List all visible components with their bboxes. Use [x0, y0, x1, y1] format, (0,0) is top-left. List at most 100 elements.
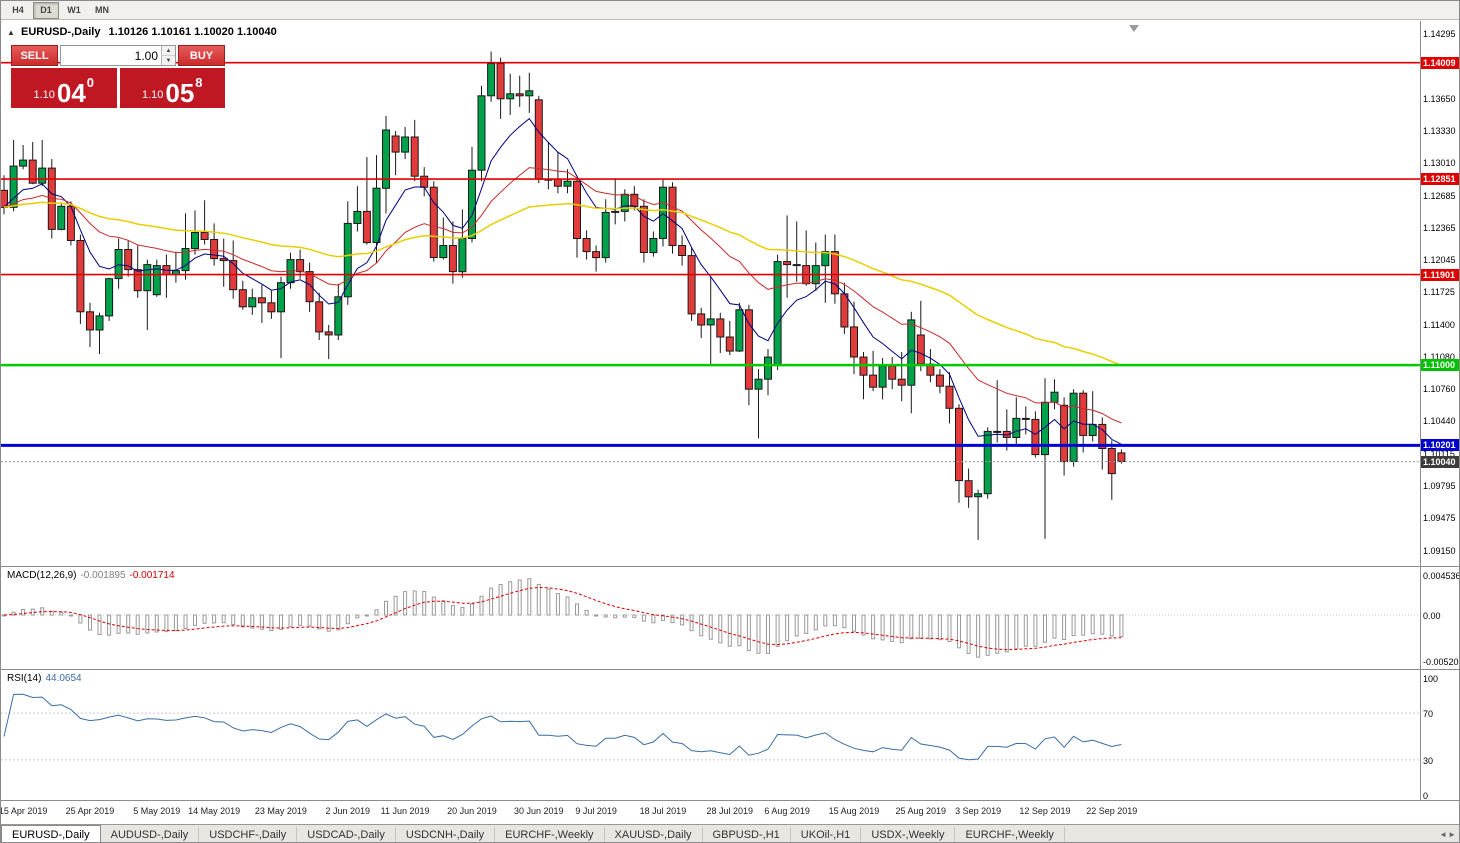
macd-indicator-chart[interactable]: [1, 567, 1420, 669]
chart-window: ▲ EURUSD-,Daily 1.10126 1.10161 1.10020 …: [0, 21, 1460, 824]
macd-pane[interactable]: MACD(12,26,9) -0.001895 -0.001714: [1, 567, 1420, 669]
chart-tab[interactable]: EURCHF-,Weekly: [495, 827, 605, 842]
buy-price-pipette: 8: [195, 75, 203, 90]
chart-tab[interactable]: GBPUSD-,H1: [703, 827, 791, 842]
rsi-axis-tick: 70: [1423, 709, 1434, 720]
chart-tab[interactable]: XAUUSD-,Daily: [605, 827, 703, 842]
sell-price-display[interactable]: 1.10 04 0: [11, 68, 117, 108]
rsi-pane[interactable]: RSI(14) 44.0654: [1, 670, 1420, 800]
time-axis-label: 30 Jun 2019: [514, 806, 564, 816]
chart-ohlc-values: 1.10126 1.10161 1.10020 1.10040: [108, 26, 277, 38]
price-axis[interactable]: 1.142951.139801.136501.133301.130101.126…: [1420, 21, 1460, 801]
macd-label-row: MACD(12,26,9) -0.001895 -0.001714: [7, 570, 175, 581]
time-axis-label: 9 Jul 2019: [575, 806, 617, 816]
chart-shift-marker-icon[interactable]: [1129, 25, 1139, 32]
volume-increase-icon[interactable]: ▲: [162, 46, 175, 56]
one-click-toggle-icon[interactable]: ▲: [7, 28, 15, 37]
time-axis-label: 6 Aug 2019: [764, 806, 810, 816]
time-axis-label: 15 Apr 2019: [0, 806, 48, 816]
rsi-axis-tick: 0: [1423, 791, 1429, 801]
timeframe-button-h4[interactable]: H4: [12, 5, 24, 15]
buy-price-display[interactable]: 1.10 05 8: [119, 68, 225, 108]
price-axis-tick: 1.11725: [1423, 287, 1455, 298]
timeframe-button-d1[interactable]: D1: [33, 1, 59, 19]
price-axis-tick: 1.12685: [1423, 190, 1456, 201]
volume-input-wrap: ▲ ▼: [60, 45, 176, 66]
chart-title: ▲ EURUSD-,Daily 1.10126 1.10161 1.10020 …: [7, 26, 277, 38]
macd-main-value: -0.001895: [80, 570, 126, 581]
price-axis-tick: 1.09475: [1423, 513, 1456, 524]
time-axis-label: 5 May 2019: [133, 806, 181, 816]
sell-button[interactable]: SELL: [11, 45, 58, 66]
chart-tab[interactable]: USDCHF-,Daily: [199, 827, 298, 842]
price-axis-tick: 1.13010: [1423, 158, 1456, 169]
trade-panel-top-row: SELL ▲ ▼ BUY: [11, 45, 225, 66]
timeframe-button-w1[interactable]: W1: [67, 5, 81, 15]
time-axis-label: 28 Jul 2019: [706, 806, 754, 816]
tabs-scroll-left-icon[interactable]: ◄: [1439, 830, 1449, 839]
chart-tab[interactable]: USDCAD-,Daily: [297, 827, 396, 842]
price-axis-tick: 1.11080: [1423, 352, 1455, 363]
moving-average-line: [3, 201, 1122, 366]
time-axis-label: 25 Aug 2019: [895, 806, 947, 816]
chart-tab[interactable]: AUDUSD-,Daily: [101, 827, 200, 842]
price-axis-tick: 1.12365: [1423, 222, 1456, 233]
price-level-tag: 1.12851: [1421, 173, 1459, 186]
sell-price-prefix: 1.10: [33, 89, 55, 101]
pane-splitter[interactable]: [1, 800, 1459, 801]
trade-panel-price-row: 1.10 04 0 1.10 05 8: [11, 68, 225, 108]
price-axis-tick: 1.13330: [1423, 125, 1456, 136]
sell-price-big-digits: 04: [56, 77, 86, 108]
chart-symbol-label: EURUSD-,Daily: [20, 26, 101, 38]
rsi-label: RSI(14): [7, 673, 42, 684]
volume-input[interactable]: [61, 46, 161, 65]
volume-decrease-icon[interactable]: ▼: [162, 56, 175, 65]
candlestick-chart[interactable]: [1, 21, 1420, 566]
price-axis-tick: 1.14295: [1423, 29, 1456, 39]
rsi-value: 44.0654: [45, 673, 82, 684]
timeframe-button-mn[interactable]: MN: [95, 5, 109, 15]
price-level-tag: 1.10201: [1421, 439, 1459, 452]
macd-label: MACD(12,26,9): [7, 570, 77, 581]
time-axis-label: 25 Apr 2019: [65, 806, 115, 816]
price-axis-tick: 1.10760: [1423, 384, 1456, 395]
price-level-tag: 1.11901: [1421, 268, 1459, 281]
moving-average-line: [3, 167, 1122, 424]
price-axis-tick: 1.10115: [1423, 449, 1455, 460]
current-price-tag: 1.10040: [1421, 455, 1459, 468]
rsi-axis-tick: 100: [1423, 674, 1439, 684]
chart-tab[interactable]: EURUSD-,Daily: [1, 825, 101, 842]
chart-tab[interactable]: USDCNH-,Daily: [396, 827, 496, 842]
price-level-tag: 1.14009: [1421, 56, 1459, 69]
price-axis-tick: 1.13650: [1423, 93, 1456, 104]
rsi-label-row: RSI(14) 44.0654: [7, 673, 82, 684]
chart-tab[interactable]: USDX-,Weekly: [861, 827, 956, 842]
time-axis-label: 2 Jun 2019: [325, 806, 371, 816]
macd-histogram: [2, 578, 1124, 658]
time-axis-label: 22 Sep 2019: [1086, 806, 1138, 816]
price-axis-tick: 1.09795: [1423, 481, 1456, 492]
rsi-line: [3, 693, 1122, 761]
tabs-scroll-right-icon[interactable]: ►: [1448, 830, 1457, 839]
time-axis-label: 18 Jul 2019: [639, 806, 687, 816]
chart-tab[interactable]: UKOil-,H1: [791, 827, 862, 842]
rsi-indicator-chart[interactable]: [1, 670, 1420, 800]
moving-average-line: [3, 117, 1122, 445]
price-axis-tick: 1.10440: [1423, 416, 1456, 427]
macd-axis-tick: 0.004536: [1423, 571, 1460, 581]
sell-price-pipette: 0: [86, 75, 95, 90]
buy-button[interactable]: BUY: [178, 45, 225, 66]
candlesticks: [1, 51, 1126, 540]
pane-splitter[interactable]: [1, 669, 1459, 670]
price-axis-tick: 1.11400: [1423, 319, 1455, 330]
macd-signal-line: [3, 586, 1122, 651]
tab-scroll-buttons: ◄►: [1439, 830, 1457, 839]
volume-spinner: ▲ ▼: [161, 46, 175, 65]
buy-price-prefix: 1.10: [141, 89, 164, 101]
time-axis[interactable]: 15 Apr 2019 25 Apr 2019 5 May 2019 14 May 2…: [0, 801, 1459, 824]
price-pane[interactable]: ▲ EURUSD-,Daily 1.10126 1.10161 1.10020 …: [1, 21, 1420, 566]
pane-splitter[interactable]: [1, 566, 1459, 567]
chart-tab[interactable]: EURCHF-,Weekly: [955, 827, 1065, 842]
price-axis-tick: 1.09150: [1423, 546, 1456, 556]
